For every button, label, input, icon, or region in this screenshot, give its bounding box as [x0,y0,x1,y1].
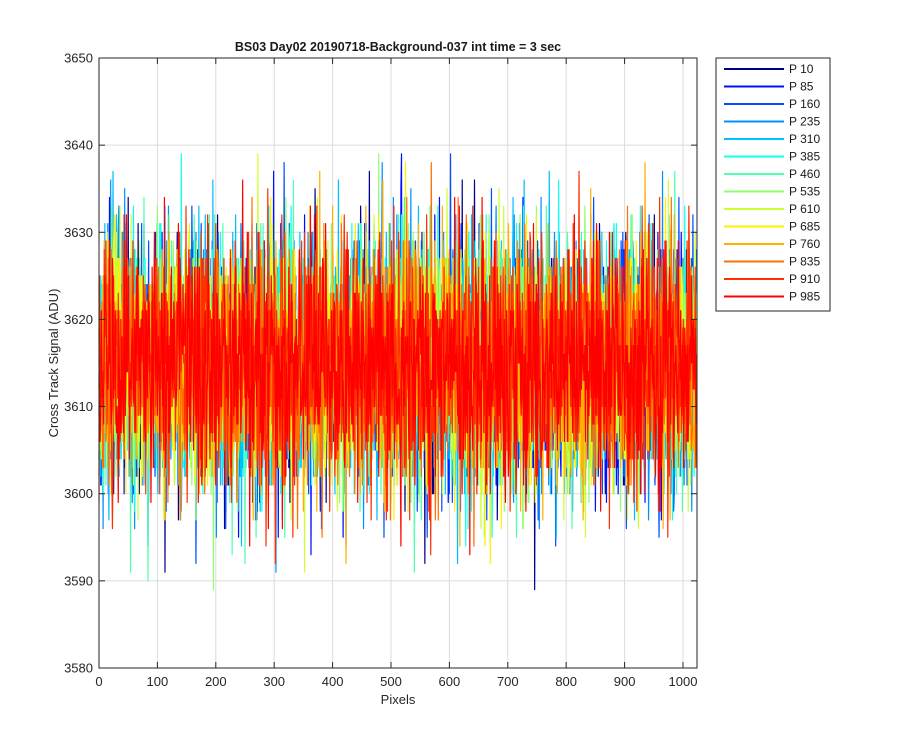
x-tick-label-10: 1000 [669,674,698,689]
x-tick-label-2: 200 [205,674,227,689]
legend-label-p610: P 610 [789,202,820,216]
legend-label-p985: P 985 [789,290,820,304]
y-tick-label-5: 3630 [64,225,93,240]
legend-label-p910: P 910 [789,272,820,286]
x-axis-label: Pixels [381,692,416,707]
legend-label-p535: P 535 [789,185,820,199]
y-tick-label-1: 3590 [64,573,93,588]
legend-label-p160: P 160 [789,97,820,111]
y-axis-label: Cross Track Signal (ADU) [46,289,61,438]
legend-label-p235: P 235 [789,115,820,129]
legend-label-p685: P 685 [789,220,820,234]
series-line-p985 [98,179,698,556]
series-lines [98,153,698,591]
legend-label-p85: P 85 [789,80,814,94]
y-tick-label-4: 3620 [64,312,93,327]
legend: P 10 P 85 P 160 P 235 P 310 P 385 P 460 P 535 P … [715,57,831,312]
legend-label-p460: P 460 [789,167,820,181]
legend-box [715,57,831,312]
x-tick-label-7: 700 [497,674,519,689]
x-tick-label-5: 500 [380,674,402,689]
y-tick-label-3: 3610 [64,399,93,414]
x-tick-label-3: 300 [263,674,285,689]
x-tick-label-0: 0 [95,674,102,689]
x-tick-label-4: 400 [322,674,344,689]
legend-label-p835: P 835 [789,255,820,269]
axis-ticks: 0 100 200 300 400 500 600 700 800 900 1000 3580 3590… [64,51,697,690]
y-tick-label-2: 3600 [64,486,93,501]
y-tick-label-6: 3640 [64,138,93,153]
legend-label-p385: P 385 [789,150,820,164]
y-tick-label-7: 3650 [64,51,93,66]
x-tick-label-9: 900 [614,674,636,689]
x-tick-label-1: 100 [147,674,169,689]
x-tick-label-6: 600 [439,674,461,689]
chart-title: BS03 Day02 20190718-Background-037 int t… [235,40,561,54]
x-tick-label-8: 800 [555,674,577,689]
legend-label-p310: P 310 [789,132,820,146]
y-tick-label-0: 3580 [64,661,93,676]
plot-area-frame [98,57,698,669]
legend-label-p760: P 760 [789,237,820,251]
legend-label-p10: P 10 [789,62,814,76]
